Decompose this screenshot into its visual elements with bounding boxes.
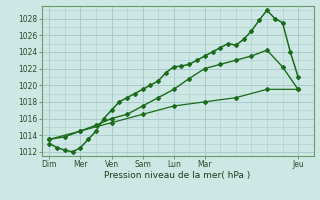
X-axis label: Pression niveau de la mer( hPa ): Pression niveau de la mer( hPa ) xyxy=(104,171,251,180)
